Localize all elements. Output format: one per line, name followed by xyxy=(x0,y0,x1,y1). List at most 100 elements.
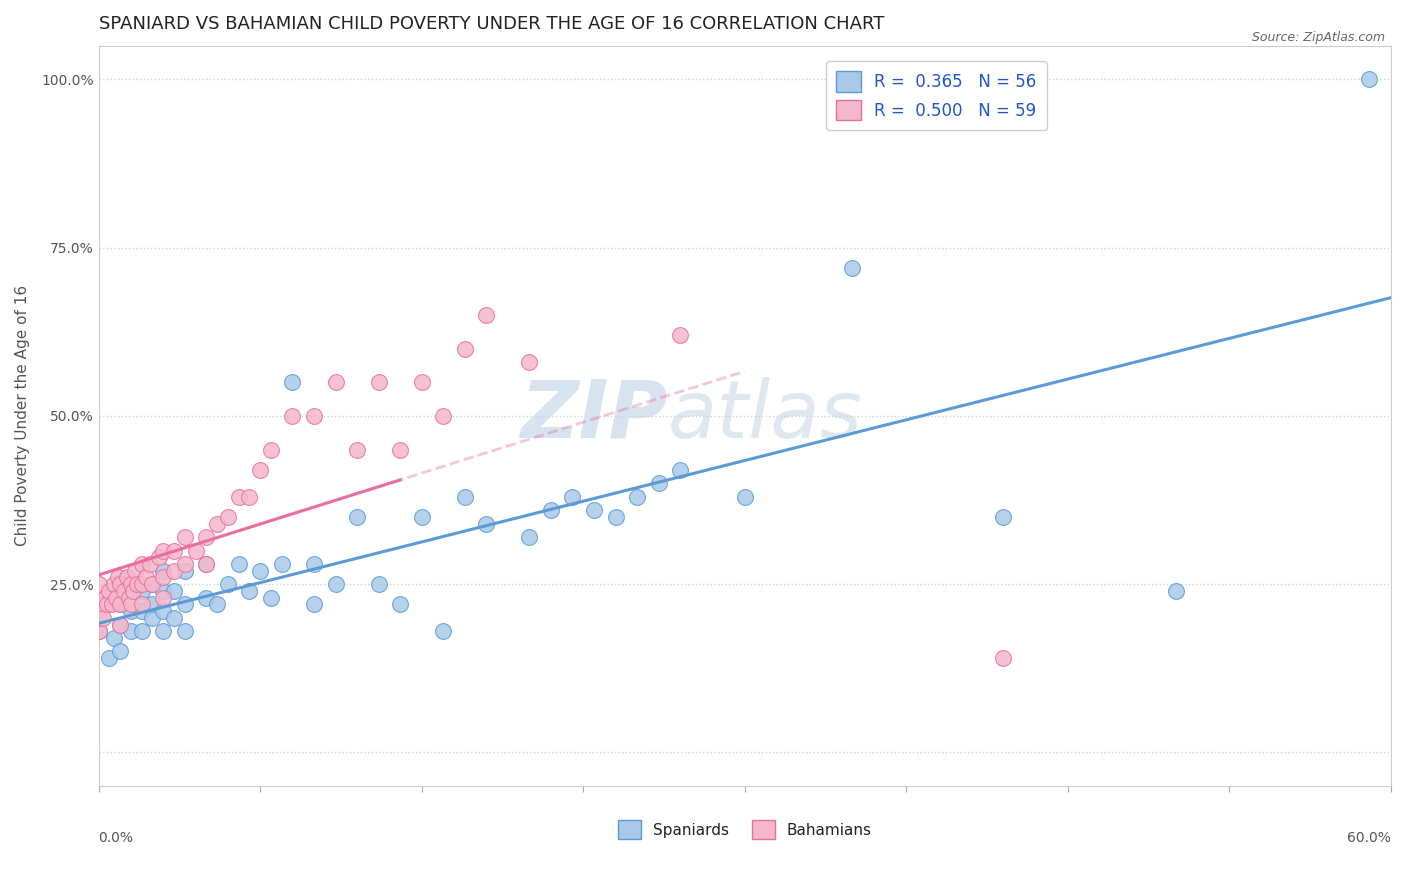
Point xyxy=(107,570,129,584)
Point xyxy=(152,604,174,618)
Point xyxy=(841,260,863,275)
Legend: Spaniards, Bahamians: Spaniards, Bahamians xyxy=(612,814,877,845)
Point xyxy=(152,570,174,584)
Point xyxy=(302,598,325,612)
Point xyxy=(454,342,477,356)
Point xyxy=(108,617,131,632)
Point xyxy=(108,598,131,612)
Point xyxy=(87,598,110,612)
Point xyxy=(131,577,153,591)
Point xyxy=(131,624,153,639)
Text: 60.0%: 60.0% xyxy=(1347,830,1391,845)
Point xyxy=(163,583,186,598)
Point xyxy=(205,516,228,531)
Point xyxy=(173,624,195,639)
Point xyxy=(260,591,283,605)
Point xyxy=(173,564,195,578)
Point xyxy=(475,308,498,322)
Point xyxy=(141,598,163,612)
Point xyxy=(118,591,141,605)
Point xyxy=(122,583,145,598)
Point xyxy=(163,564,186,578)
Point xyxy=(228,557,250,571)
Text: atlas: atlas xyxy=(668,377,862,455)
Point xyxy=(249,463,271,477)
Point xyxy=(411,509,433,524)
Point xyxy=(108,617,131,632)
Point xyxy=(519,530,541,544)
Point xyxy=(152,591,174,605)
Point xyxy=(163,611,186,625)
Point xyxy=(217,577,239,591)
Point xyxy=(454,490,477,504)
Point xyxy=(108,644,131,658)
Point xyxy=(173,557,195,571)
Point xyxy=(141,611,163,625)
Point xyxy=(108,577,131,591)
Point xyxy=(1164,583,1187,598)
Point xyxy=(195,557,218,571)
Point xyxy=(411,376,433,390)
Point xyxy=(325,577,347,591)
Point xyxy=(120,604,142,618)
Point xyxy=(993,509,1015,524)
Point xyxy=(96,598,118,612)
Point xyxy=(228,490,250,504)
Point xyxy=(389,442,412,457)
Text: Source: ZipAtlas.com: Source: ZipAtlas.com xyxy=(1251,31,1385,45)
Point xyxy=(135,570,157,584)
Point xyxy=(238,583,260,598)
Point xyxy=(131,557,153,571)
Point xyxy=(87,611,110,625)
Point xyxy=(131,598,153,612)
Point xyxy=(124,564,146,578)
Point xyxy=(173,530,195,544)
Point xyxy=(120,624,142,639)
Point xyxy=(173,598,195,612)
Point xyxy=(325,376,347,390)
Point xyxy=(217,509,239,524)
Text: SPANIARD VS BAHAMIAN CHILD POVERTY UNDER THE AGE OF 16 CORRELATION CHART: SPANIARD VS BAHAMIAN CHILD POVERTY UNDER… xyxy=(98,15,884,33)
Point xyxy=(475,516,498,531)
Point xyxy=(302,409,325,423)
Point xyxy=(346,509,368,524)
Point xyxy=(389,598,412,612)
Y-axis label: Child Poverty Under the Age of 16: Child Poverty Under the Age of 16 xyxy=(15,285,30,547)
Point xyxy=(346,442,368,457)
Point xyxy=(184,543,207,558)
Point xyxy=(91,611,114,625)
Point xyxy=(432,409,454,423)
Point xyxy=(993,651,1015,665)
Point xyxy=(561,490,583,504)
Point xyxy=(152,564,174,578)
Point xyxy=(141,577,163,591)
Point xyxy=(582,503,605,517)
Point xyxy=(1358,72,1381,87)
Point xyxy=(270,557,292,571)
Point xyxy=(152,624,174,639)
Text: 0.0%: 0.0% xyxy=(98,830,134,845)
Point xyxy=(669,328,692,343)
Point xyxy=(367,376,389,390)
Point xyxy=(131,604,153,618)
Point xyxy=(98,651,121,665)
Point xyxy=(260,442,283,457)
Point xyxy=(281,376,304,390)
Point xyxy=(519,355,541,369)
Point xyxy=(139,557,162,571)
Point xyxy=(249,564,271,578)
Point xyxy=(100,598,122,612)
Point xyxy=(302,557,325,571)
Point xyxy=(238,490,260,504)
Point xyxy=(163,543,186,558)
Point xyxy=(195,591,218,605)
Point xyxy=(94,591,117,605)
Point xyxy=(605,509,627,524)
Point xyxy=(87,577,110,591)
Point xyxy=(205,598,228,612)
Point xyxy=(367,577,389,591)
Point xyxy=(98,583,121,598)
Point xyxy=(195,557,218,571)
Point xyxy=(626,490,648,504)
Point xyxy=(152,583,174,598)
